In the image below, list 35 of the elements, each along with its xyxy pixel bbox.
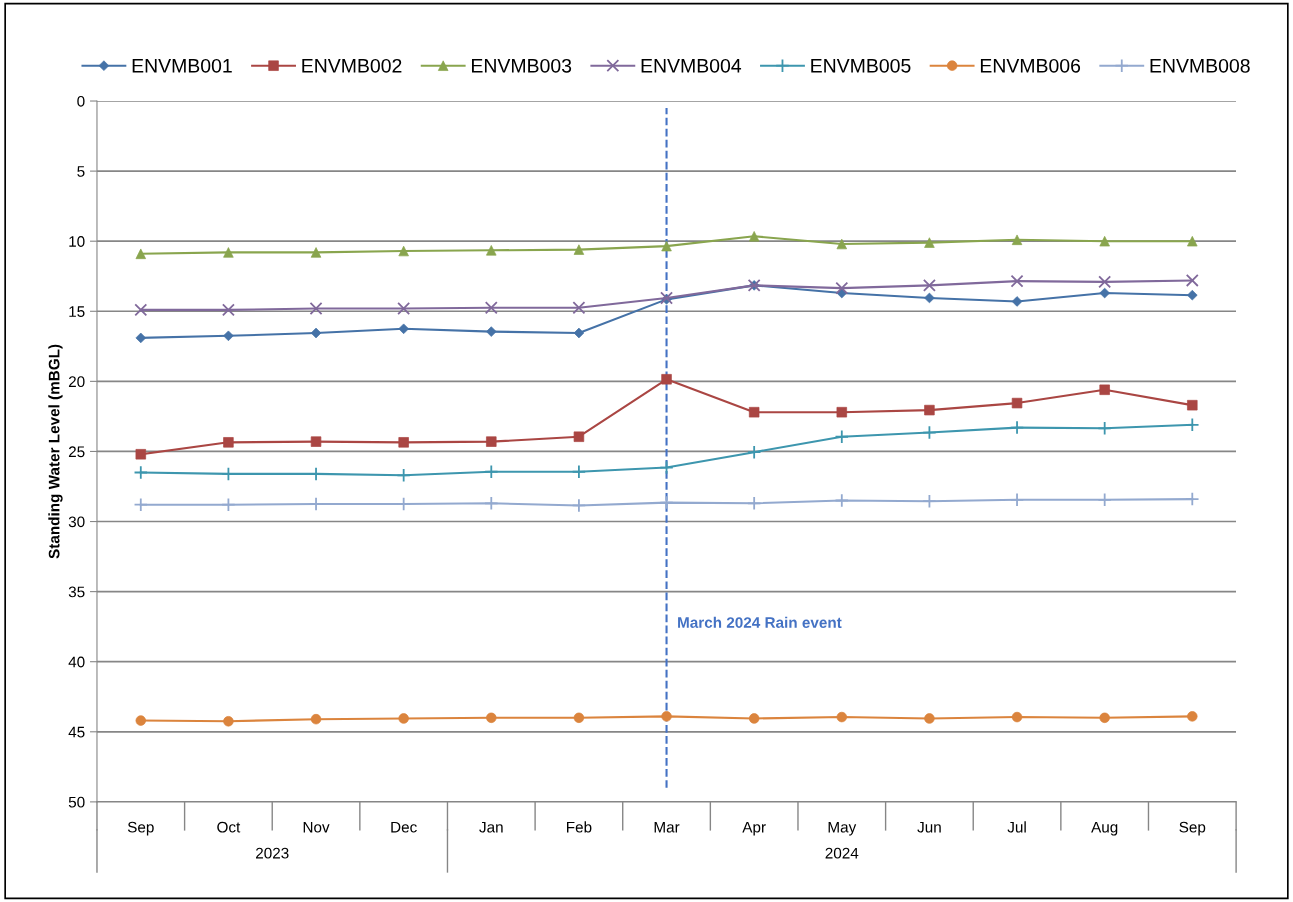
legend-label: ENVMB004 [641,58,742,73]
y-tick-label: 10 [69,236,85,247]
y-tick-label: 15 [69,306,85,317]
legend-label: ENVMB008 [1150,58,1250,73]
x-tick-label: Sep [127,821,154,836]
x-tick-label: Jul [1007,821,1026,833]
y-tick-label: 50 [68,796,85,808]
y-axis-title: Standing Water Level (mBGL) [48,344,63,559]
y-tick-label: 40 [68,656,85,668]
x-tick-label: Apr [742,821,766,836]
x-tick-label: Oct [217,821,241,833]
legend-label: ENVMB003 [472,58,572,73]
legend-label: ENVMB002 [302,58,402,73]
x-tick-label: May [828,821,857,836]
y-tick-label: 5 [77,166,85,177]
legend-label: ENVMB005 [811,58,911,73]
x-tick-label: Nov [303,821,330,833]
y-tick-label: 45 [68,726,85,738]
y-tick-label: 20 [68,376,85,388]
x-tick-label: Feb [567,821,592,833]
y-tick-label: 30 [68,516,85,528]
y-tick-label: 25 [68,446,85,458]
y-tick-label: 0 [77,95,85,107]
legend-label: ENVMB006 [980,58,1081,73]
x-tick-label: Jan [479,821,503,833]
x-tick-label: Aug [1091,821,1118,836]
y-tick-label: 35 [68,586,85,598]
x-tick-label: Jun [917,821,941,833]
legend-label: ENVMB001 [132,58,232,73]
annotation: March 2024 Rain event [678,616,842,628]
x-tick-label: Mar [654,821,680,833]
x-tick-label: Sep [1179,821,1206,836]
text: 2023 [256,847,289,859]
x-tick-label: Dec [391,821,417,833]
text: 2024 [825,847,859,859]
